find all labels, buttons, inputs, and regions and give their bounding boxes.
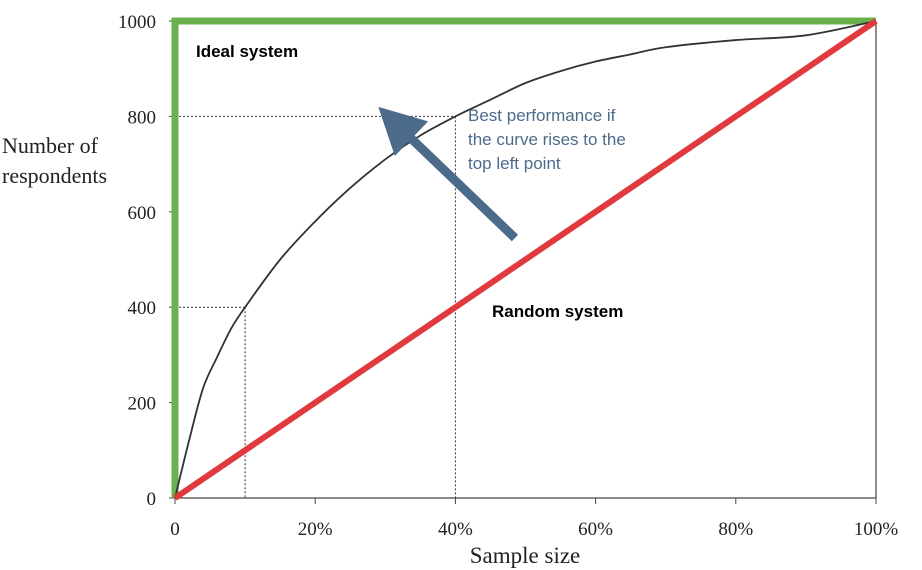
x-tick-label: 60% xyxy=(578,519,613,540)
ideal-system-line xyxy=(171,17,876,498)
series xyxy=(171,17,878,501)
x-tick-label: 80% xyxy=(718,519,753,540)
y-axis-title: Number of respondents xyxy=(2,133,107,188)
performance-arrow-head xyxy=(378,106,429,157)
performance-annotation-line-1: Best performance if xyxy=(468,106,616,125)
y-tick-label: 600 xyxy=(128,203,157,224)
y-tick-label: 0 xyxy=(147,489,157,510)
annotations: Best performance if the curve rises to t… xyxy=(378,106,631,242)
performance-annotation-line-3: top left point xyxy=(468,154,561,173)
x-tick-label: 20% xyxy=(298,519,333,540)
random-system-label: Random system xyxy=(492,302,623,321)
reference-lines xyxy=(175,115,456,498)
y-tick-label: 800 xyxy=(128,107,157,128)
ticks: 0 20% 40% 60% 80% 100% 0 200 400 600 800 1000 xyxy=(118,12,898,540)
labels: Ideal system Random system Sample size N… xyxy=(2,42,623,568)
performance-annotation-line-2: the curve rises to the xyxy=(468,130,626,149)
y-tick-label: 400 xyxy=(128,298,157,319)
performance-annotation: Best performance if the curve rises to t… xyxy=(468,106,631,173)
ideal-system-label: Ideal system xyxy=(196,42,298,61)
x-tick-label: 0 xyxy=(170,519,180,540)
x-tick-label: 40% xyxy=(438,519,473,540)
y-axis-title-line-1: Number of xyxy=(2,133,99,158)
x-tick-label: 100% xyxy=(854,519,899,540)
performance-arrow-shaft xyxy=(406,134,519,242)
y-axis-title-line-2: respondents xyxy=(2,163,107,188)
random-system-line xyxy=(173,18,878,501)
x-axis-title: Sample size xyxy=(470,543,581,568)
y-tick-label: 200 xyxy=(128,394,157,415)
y-tick-label: 1000 xyxy=(118,12,156,33)
gain-curve-line xyxy=(174,20,877,499)
